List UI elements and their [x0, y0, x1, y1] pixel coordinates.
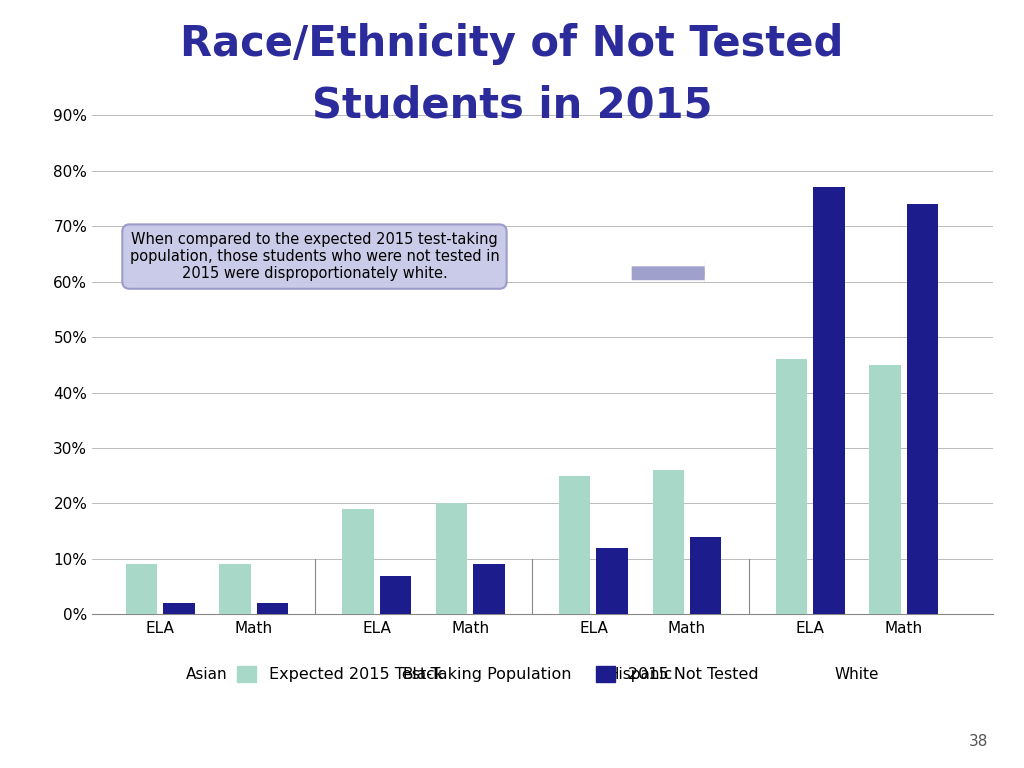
Bar	[559, 475, 591, 614]
Bar	[380, 575, 412, 614]
FancyArrowPatch shape	[632, 261, 705, 286]
Bar	[869, 365, 901, 614]
Bar	[775, 359, 807, 614]
Bar	[163, 604, 195, 614]
Bar	[257, 604, 288, 614]
Bar	[906, 204, 938, 614]
Bar	[596, 548, 628, 614]
Text: Black: Black	[402, 667, 444, 682]
Text: When compared to the expected 2015 test-taking
population, those students who we: When compared to the expected 2015 test-…	[130, 232, 500, 282]
Text: White: White	[835, 667, 880, 682]
Bar	[652, 470, 684, 614]
Bar	[342, 509, 374, 614]
Text: Students in 2015: Students in 2015	[311, 84, 713, 127]
Bar	[436, 504, 467, 614]
Bar	[219, 564, 251, 614]
Bar	[473, 564, 505, 614]
Text: Hispanic: Hispanic	[607, 667, 673, 682]
Legend: Expected 2015 Test-Taking Population, 2015 Not Tested: Expected 2015 Test-Taking Population, 20…	[230, 660, 765, 689]
Bar	[126, 564, 157, 614]
Text: Asian: Asian	[186, 667, 227, 682]
Text: Race/Ethnicity of Not Tested: Race/Ethnicity of Not Tested	[180, 23, 844, 65]
Bar	[813, 187, 845, 614]
Bar	[690, 537, 722, 614]
Text: 38: 38	[969, 733, 988, 749]
